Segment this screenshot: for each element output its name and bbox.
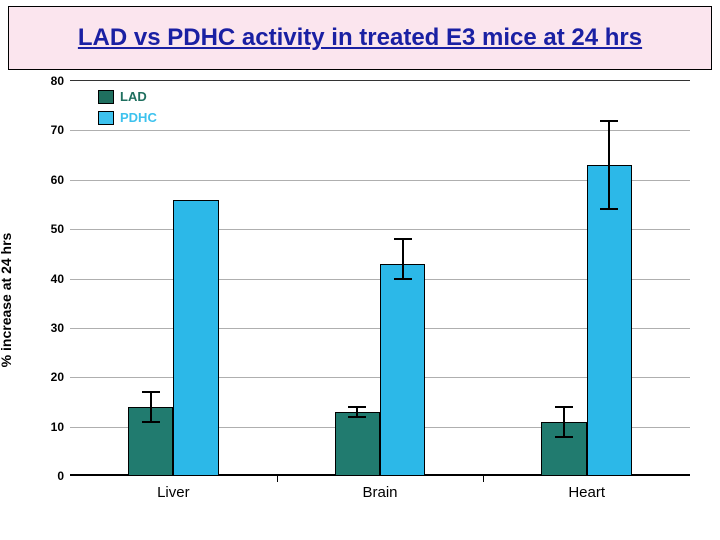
y-axis-label: % increase at 24 hrs — [0, 233, 14, 368]
legend-item: PDHC — [98, 110, 157, 125]
error-cap — [600, 120, 618, 122]
ytick-label: 50 — [51, 222, 64, 236]
legend: LAD PDHC — [98, 89, 157, 131]
bar-pdhc — [173, 200, 218, 477]
error-cap — [600, 208, 618, 210]
bar-pdhc — [380, 264, 425, 476]
error-bar — [150, 392, 152, 422]
error-cap — [348, 406, 366, 408]
legend-label: PDHC — [120, 110, 157, 125]
xtick-mark — [277, 476, 278, 482]
error-bar — [563, 407, 565, 437]
title-box: LAD vs PDHC activity in treated E3 mice … — [8, 6, 712, 70]
error-cap — [394, 238, 412, 240]
ytick-label: 0 — [57, 469, 64, 483]
error-bar — [402, 239, 404, 279]
error-cap — [142, 421, 160, 423]
ytick-label: 40 — [51, 272, 64, 286]
xtick-label: Liver — [157, 484, 190, 501]
error-cap — [348, 416, 366, 418]
xtick-label: Heart — [568, 484, 605, 501]
xtick-mark — [483, 476, 484, 482]
ytick-label: 70 — [51, 123, 64, 137]
error-bar — [608, 121, 610, 210]
legend-label: LAD — [120, 89, 147, 104]
gridline — [70, 130, 690, 131]
chart-area: % increase at 24 hrs LAD PDHC 0 10 20 30 40 50… — [0, 70, 720, 530]
bar-pdhc — [587, 165, 632, 476]
ytick-label: 20 — [51, 370, 64, 384]
legend-swatch — [98, 90, 114, 104]
ytick-label: 10 — [51, 420, 64, 434]
ytick-label: 30 — [51, 321, 64, 335]
legend-swatch — [98, 111, 114, 125]
error-cap — [555, 436, 573, 438]
ytick-label: 80 — [51, 74, 64, 88]
error-cap — [555, 406, 573, 408]
chart-title: LAD vs PDHC activity in treated E3 mice … — [78, 25, 642, 51]
legend-item: LAD — [98, 89, 157, 104]
xtick-label: Brain — [362, 484, 397, 501]
bar-lad — [335, 412, 380, 476]
error-cap — [394, 278, 412, 280]
ytick-label: 60 — [51, 173, 64, 187]
plot-region: LADPDHC 01020304050607080LiverBrainHeart — [70, 80, 690, 476]
error-cap — [142, 391, 160, 393]
